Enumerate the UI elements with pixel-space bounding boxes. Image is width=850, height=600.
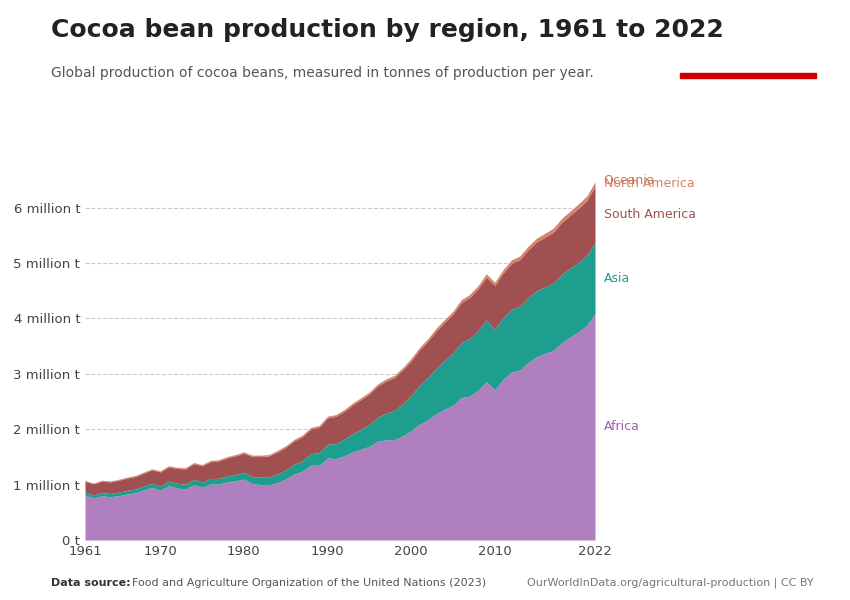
- Text: South America: South America: [604, 208, 695, 221]
- Text: in Data: in Data: [724, 50, 772, 64]
- Text: Global production of cocoa beans, measured in tonnes of production per year.: Global production of cocoa beans, measur…: [51, 66, 594, 80]
- Text: Our World: Our World: [715, 31, 781, 44]
- Text: Cocoa bean production by region, 1961 to 2022: Cocoa bean production by region, 1961 to…: [51, 18, 723, 42]
- Text: Data source:: Data source:: [51, 578, 131, 588]
- Text: Food and Agriculture Organization of the United Nations (2023): Food and Agriculture Organization of the…: [132, 578, 486, 588]
- Text: Africa: Africa: [604, 420, 639, 433]
- Text: North America: North America: [604, 177, 694, 190]
- Text: Asia: Asia: [604, 272, 630, 284]
- Bar: [680, 73, 816, 78]
- Text: Oceania: Oceania: [604, 173, 655, 187]
- Text: OurWorldInData.org/agricultural-production | CC BY: OurWorldInData.org/agricultural-producti…: [527, 577, 813, 588]
